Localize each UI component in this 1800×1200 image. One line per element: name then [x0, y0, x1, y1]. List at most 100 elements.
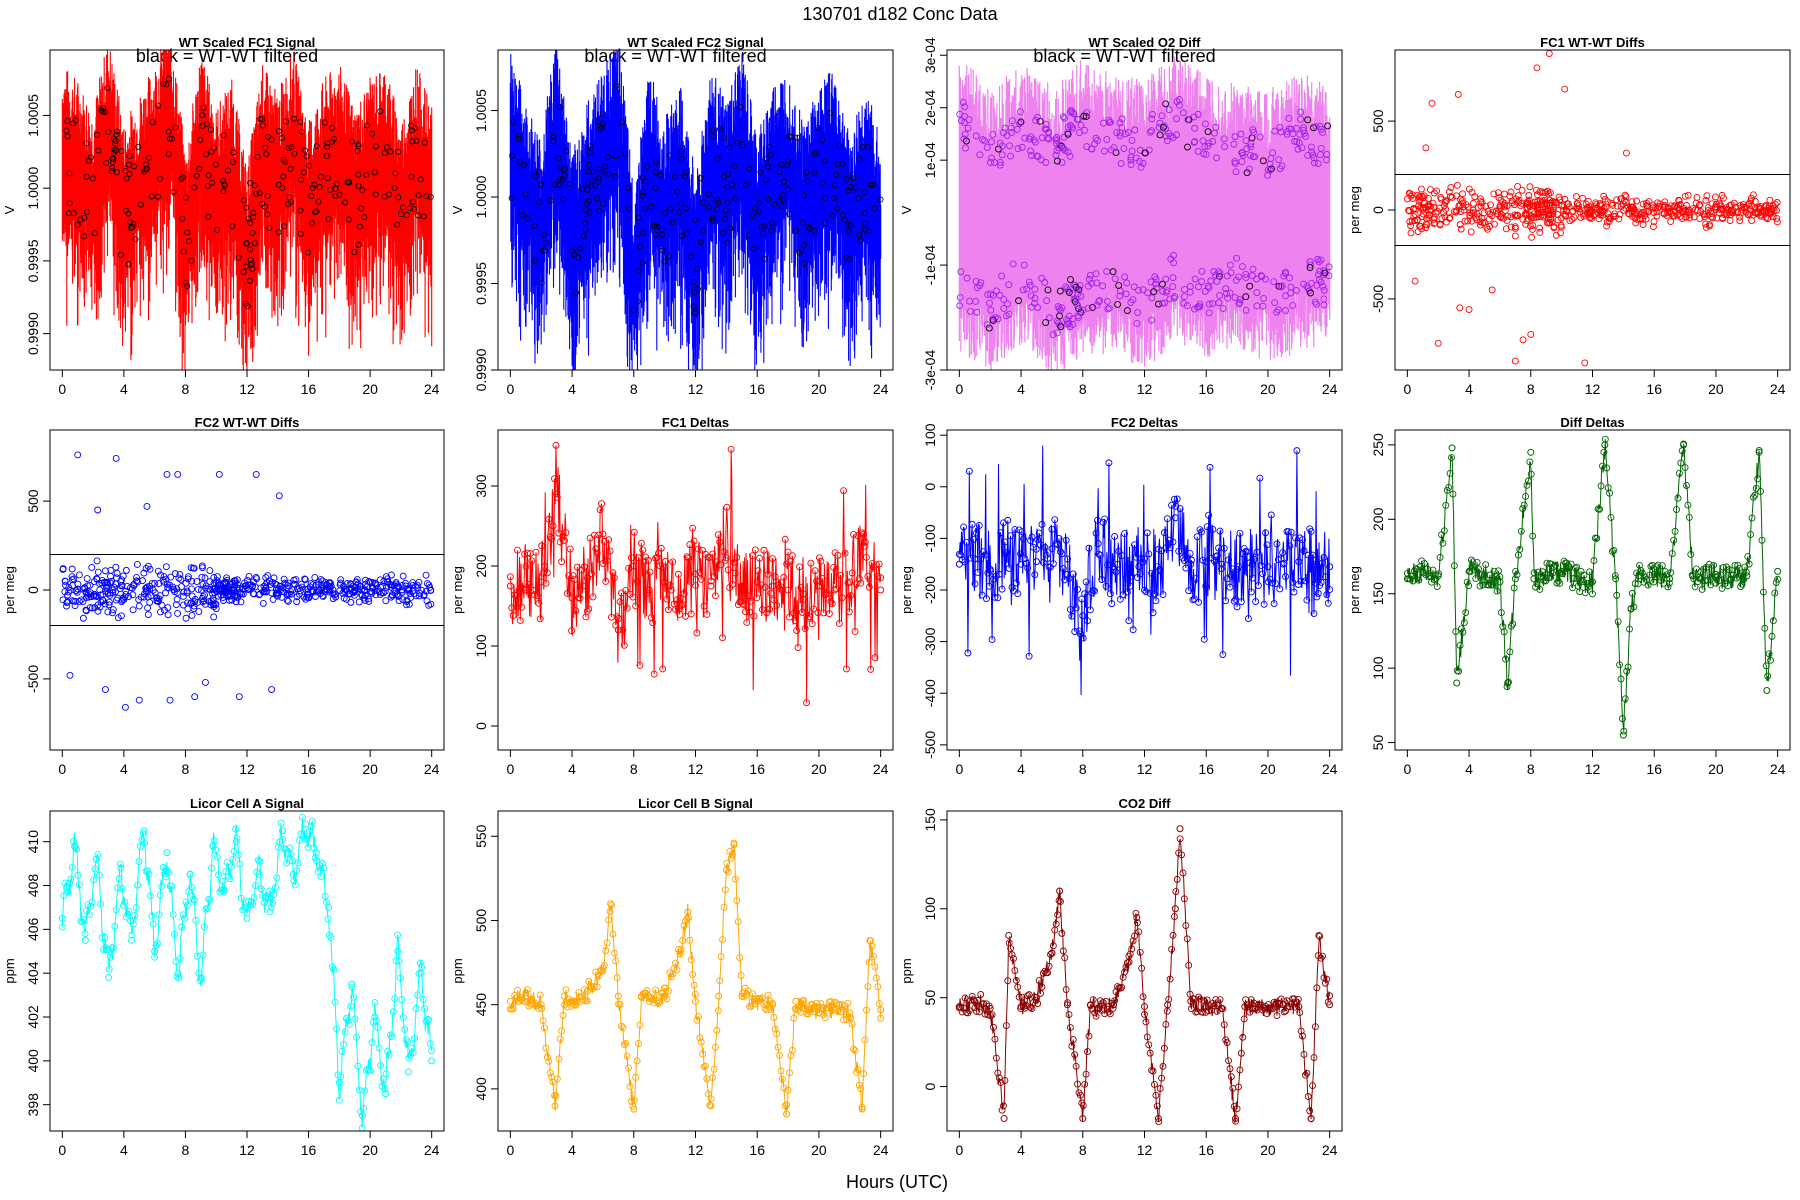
data-point	[1031, 138, 1039, 146]
data-point	[1675, 469, 1683, 477]
key-point	[846, 1009, 854, 1017]
filtered-point	[149, 119, 156, 126]
data-point	[198, 562, 206, 570]
data-point	[318, 585, 326, 593]
filtered-point	[683, 230, 690, 237]
data-point	[1526, 222, 1534, 230]
data-point	[576, 594, 584, 602]
data-point	[649, 619, 657, 627]
data-point	[1256, 474, 1264, 482]
data-point	[105, 601, 113, 609]
filtered-point	[586, 209, 593, 216]
data-point	[1529, 222, 1537, 230]
data-point	[179, 593, 187, 600]
data-point	[1194, 110, 1202, 118]
data-point	[1105, 304, 1113, 312]
key-point	[1774, 567, 1782, 575]
data-point	[1150, 288, 1158, 296]
filtered-point	[180, 248, 187, 255]
data-point	[663, 595, 671, 603]
data-point	[1015, 993, 1023, 1001]
data-point	[535, 599, 543, 607]
data-point	[1073, 285, 1081, 293]
data-point	[154, 567, 162, 575]
outlier-point	[191, 693, 199, 701]
data-point	[1287, 289, 1295, 297]
data-point	[347, 598, 355, 606]
data-point	[192, 916, 200, 924]
x-tick-label: 20	[1708, 381, 1724, 397]
data-point	[1031, 571, 1039, 579]
data-point	[995, 570, 1003, 578]
data-point	[694, 1013, 702, 1020]
data-point	[603, 557, 611, 565]
key-point	[661, 992, 669, 1000]
y-tick-label: 402	[25, 1005, 41, 1029]
data-point	[1059, 565, 1067, 573]
filtered-point	[420, 213, 427, 220]
data-point	[1683, 482, 1690, 489]
outlier-point	[268, 686, 276, 694]
data-point	[1239, 263, 1246, 270]
data-point	[693, 629, 701, 637]
filtered-point	[279, 135, 286, 142]
data-point	[1636, 561, 1643, 569]
data-point	[516, 617, 524, 624]
key-point	[730, 841, 738, 849]
data-point	[403, 601, 410, 609]
data-point	[1017, 550, 1025, 558]
data-point	[1146, 589, 1154, 597]
data-point	[171, 930, 178, 938]
data-point	[100, 946, 107, 954]
data-point	[1448, 454, 1455, 461]
filtered-point	[531, 223, 538, 230]
filtered-point	[563, 148, 570, 155]
key-point	[1295, 558, 1303, 566]
data-point	[1482, 561, 1490, 569]
data-point	[1463, 578, 1471, 586]
data-point	[229, 590, 237, 598]
data-point	[781, 535, 789, 543]
key-point	[209, 842, 217, 850]
data-point	[1128, 137, 1136, 144]
filtered-point	[423, 193, 430, 200]
data-point	[1524, 215, 1532, 223]
key-point	[738, 586, 746, 594]
filtered-point	[63, 127, 70, 134]
filtered-point	[732, 195, 739, 202]
data-point	[1518, 186, 1526, 194]
data-point	[1212, 996, 1220, 1004]
y-tick-label: 300	[473, 474, 489, 498]
key-point	[428, 1057, 436, 1065]
data-point	[1180, 293, 1188, 301]
data-point	[64, 591, 71, 599]
data-point	[998, 151, 1006, 159]
filtered-point	[325, 216, 332, 223]
data-point	[1684, 501, 1692, 509]
data-point	[1584, 197, 1592, 205]
data-point	[1027, 147, 1034, 155]
data-point	[1071, 628, 1079, 636]
data-point	[1071, 281, 1079, 289]
filtered-point	[811, 150, 818, 157]
data-point	[1736, 217, 1744, 225]
key-point	[800, 590, 808, 598]
data-point	[61, 879, 69, 887]
data-point	[1245, 615, 1252, 622]
x-tick-label: 4	[120, 381, 128, 397]
filtered-point	[786, 133, 793, 140]
data-point	[1678, 215, 1686, 222]
panel-ylabel: V	[450, 205, 465, 214]
filtered-point	[542, 240, 549, 247]
data-point	[145, 870, 153, 878]
filtered-point	[630, 306, 637, 313]
data-point	[1195, 598, 1203, 606]
key-point	[692, 570, 699, 578]
data-point	[1262, 529, 1270, 537]
data-point	[729, 851, 736, 859]
filtered-point	[761, 256, 768, 263]
data-point	[840, 487, 848, 495]
data-point	[1276, 1000, 1284, 1008]
filtered-point	[752, 205, 759, 212]
